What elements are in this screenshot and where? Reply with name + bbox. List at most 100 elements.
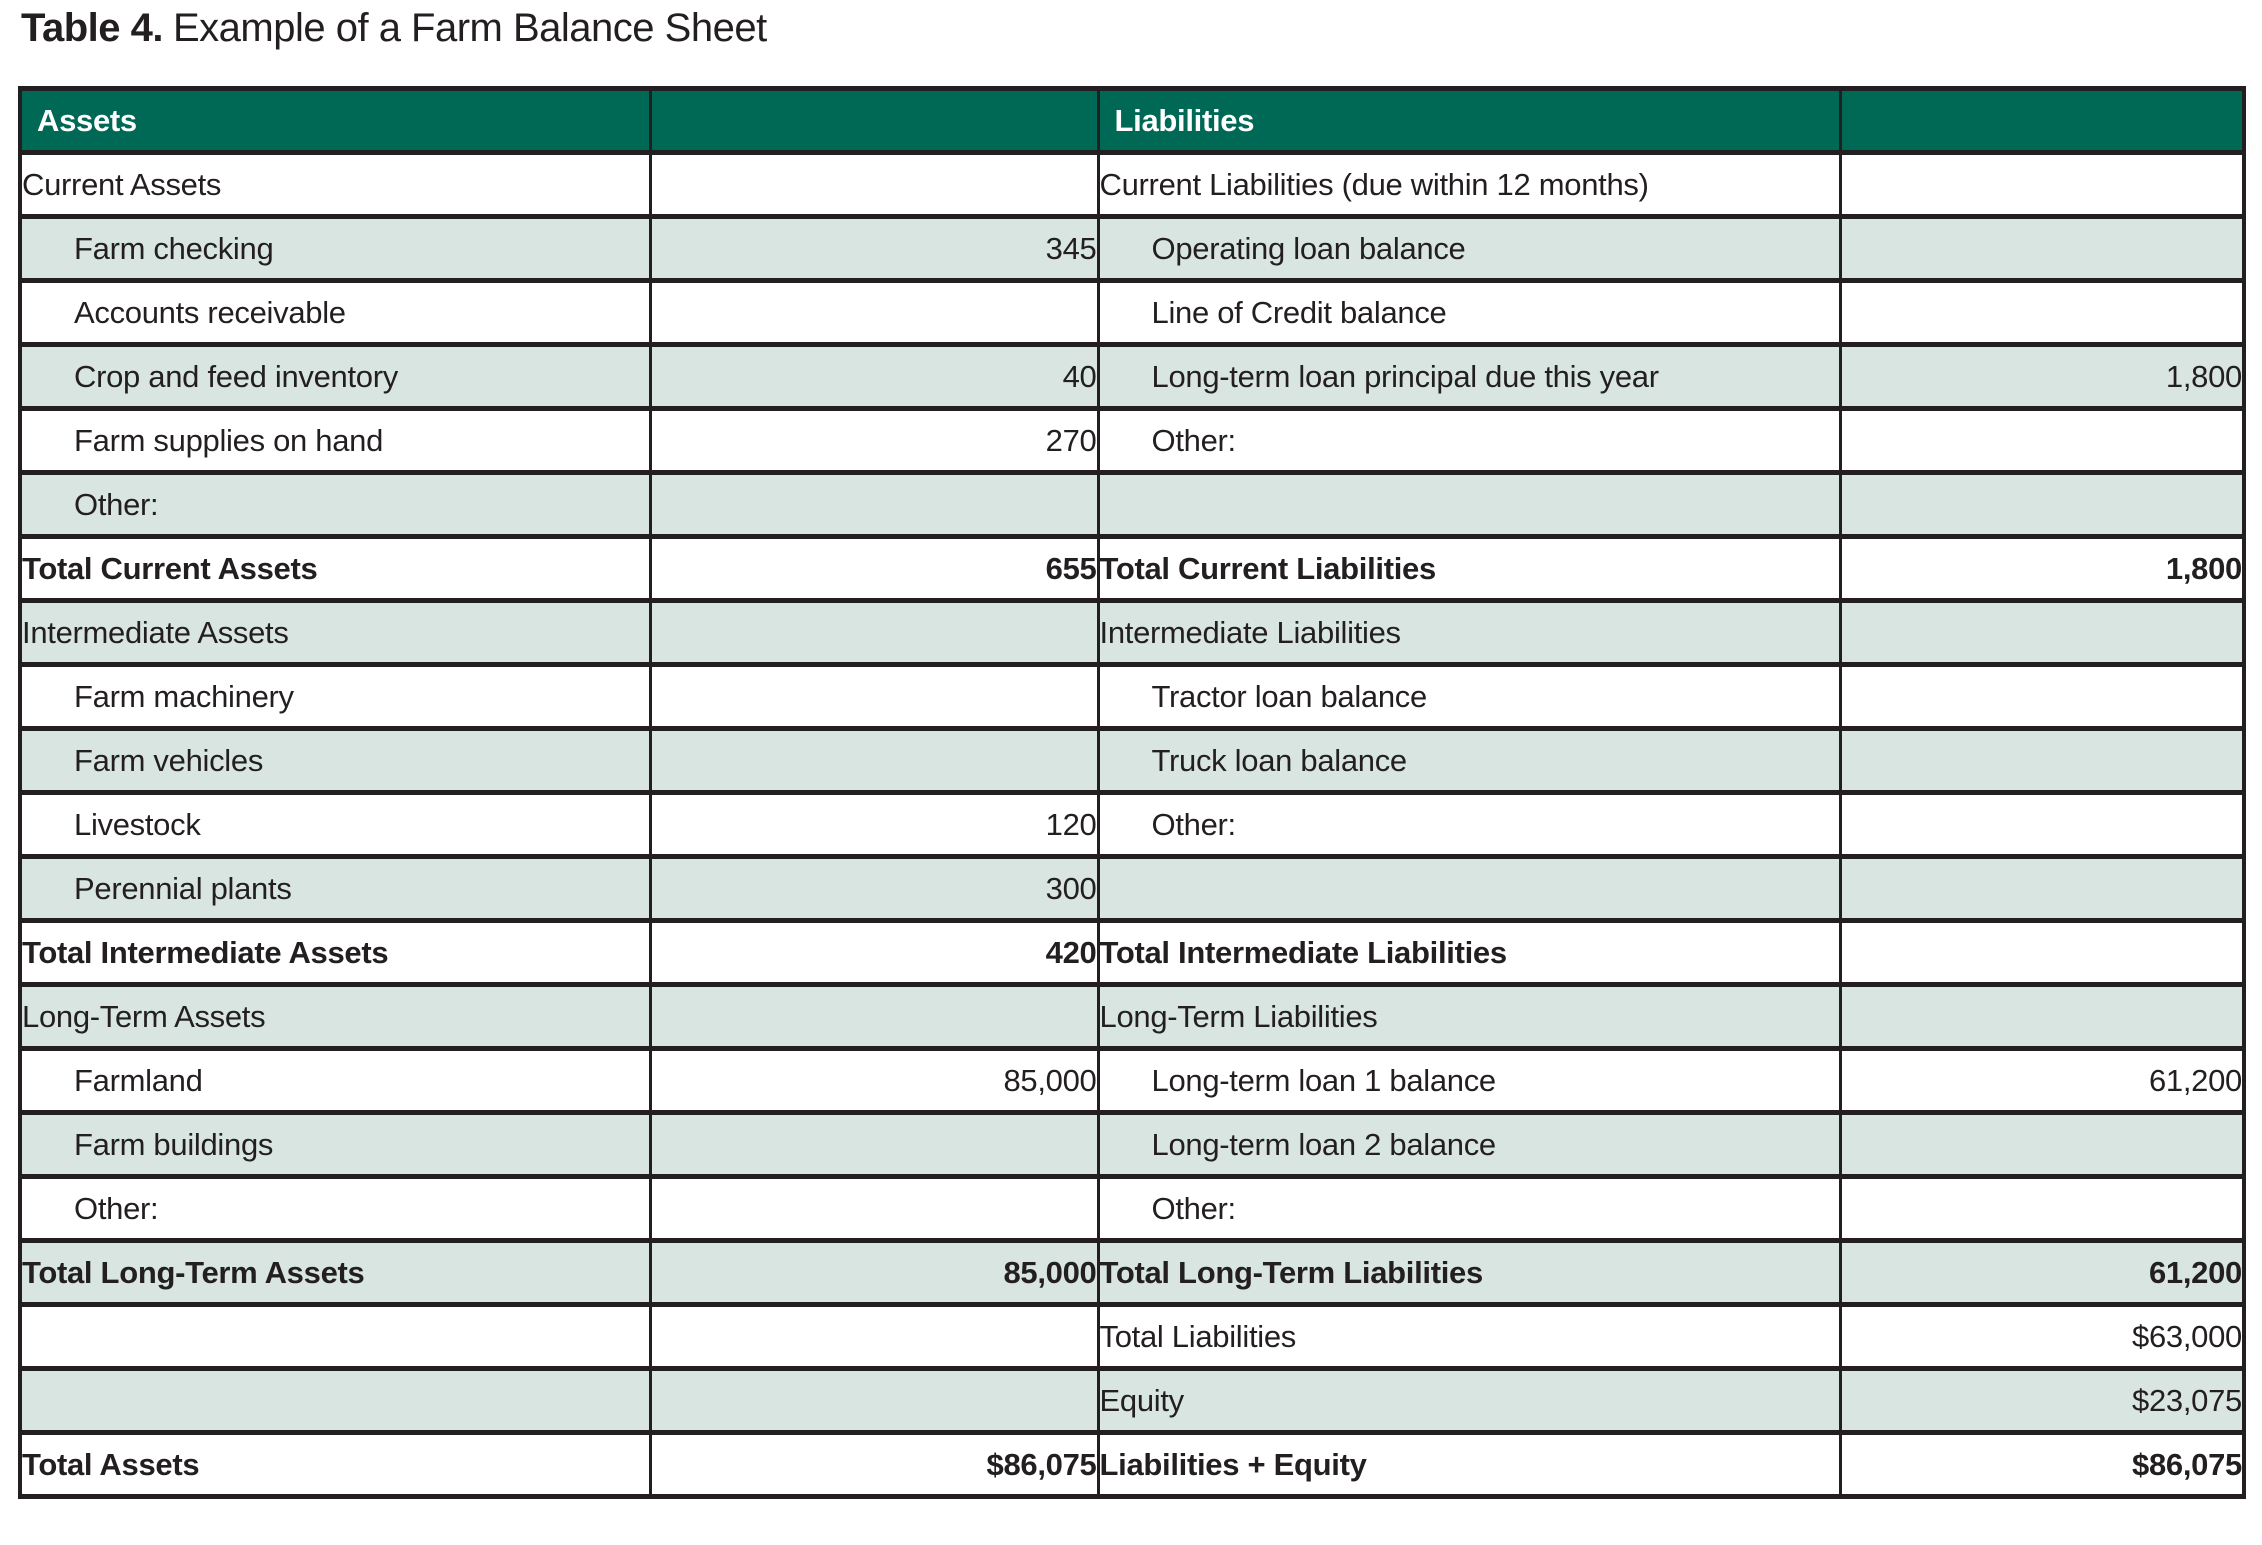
table-row: Total Current Assets 655 Total Current Lia…	[18, 534, 2246, 603]
liability-value-cell	[1838, 470, 2246, 539]
asset-label-cell: Other:	[18, 470, 652, 539]
asset-value-cell: 40	[648, 342, 1100, 411]
liability-label-cell	[1096, 854, 1842, 923]
asset-value-cell: $86,075	[648, 1430, 1100, 1499]
liability-value-cell	[1838, 662, 2246, 731]
liability-value-cell	[1838, 726, 2246, 795]
table-row: Accounts receivable Line of Credit balanc…	[18, 278, 2246, 347]
liability-value-cell	[1838, 1174, 2246, 1243]
asset-value-cell	[648, 1366, 1100, 1435]
table-row: Farm buildings Long-term loan 2 balance	[18, 1110, 2246, 1179]
table-caption-title: Example of a Farm Balance Sheet	[172, 6, 767, 50]
table-row: Farm checking 345 Operating loan balance	[18, 214, 2246, 283]
liability-value-cell	[1838, 982, 2246, 1051]
liability-value-cell: $86,075	[1838, 1430, 2246, 1499]
asset-value-cell	[648, 598, 1100, 667]
table-row: Long-Term Assets Long-Term Liabilities	[18, 982, 2246, 1051]
liability-value-cell	[1838, 918, 2246, 987]
liability-value-cell	[1838, 598, 2246, 667]
asset-value-cell	[648, 150, 1100, 219]
asset-value-cell: 85,000	[648, 1046, 1100, 1115]
table-row: Intermediate Assets Intermediate Liabilit…	[18, 598, 2246, 667]
liability-label-cell: Long-term loan 1 balance	[1096, 1046, 1842, 1115]
liability-label-cell: Truck loan balance	[1096, 726, 1842, 795]
table-row: Other:	[18, 470, 2246, 539]
liability-value-cell	[1838, 150, 2246, 219]
table-caption: Table 4. Example of a Farm Balance Sheet	[21, 6, 767, 51]
asset-value-cell	[648, 982, 1100, 1051]
asset-label-cell: Current Assets	[18, 150, 652, 219]
table-row: Farm vehicles Truck loan balance	[18, 726, 2246, 795]
liability-label-cell: Total Current Liabilities	[1096, 534, 1842, 603]
table-row: Farmland 85,000 Long-term loan 1 balance 61…	[18, 1046, 2246, 1115]
liability-value-cell: $63,000	[1838, 1302, 2246, 1371]
asset-label-cell: Crop and feed inventory	[18, 342, 652, 411]
asset-label-cell: Farm checking	[18, 214, 652, 283]
liability-value-cell	[1838, 406, 2246, 475]
table-body: Current Assets Current Liabilities (due w…	[18, 150, 2246, 1499]
liability-label-cell: Long-Term Liabilities	[1096, 982, 1842, 1051]
liability-label-cell: Other:	[1096, 406, 1842, 475]
liability-value-cell	[1838, 790, 2246, 859]
liability-label-cell: Equity	[1096, 1366, 1842, 1435]
asset-label-cell: Total Intermediate Assets	[18, 918, 652, 987]
liability-value-cell: 61,200	[1838, 1046, 2246, 1115]
liability-value-cell: 61,200	[1838, 1238, 2246, 1307]
liability-label-cell: Intermediate Liabilities	[1096, 598, 1842, 667]
liability-value-cell	[1838, 278, 2246, 347]
liability-label-cell: Total Intermediate Liabilities	[1096, 918, 1842, 987]
asset-label-cell: Farm supplies on hand	[18, 406, 652, 475]
table-row: Livestock 120 Other:	[18, 790, 2246, 859]
header-row: Assets Liabilities	[18, 86, 2246, 155]
asset-label-cell: Total Long-Term Assets	[18, 1238, 652, 1307]
liability-label-cell: Long-term loan principal due this year	[1096, 342, 1842, 411]
table-caption-number: Table 4.	[21, 6, 163, 50]
asset-label-cell: Livestock	[18, 790, 652, 859]
asset-value-cell	[648, 1302, 1100, 1371]
liability-label-cell	[1096, 470, 1842, 539]
asset-value-cell	[648, 662, 1100, 731]
table-row: Current Assets Current Liabilities (due w…	[18, 150, 2246, 219]
liability-label-cell: Current Liabilities (due within 12 month…	[1096, 150, 1842, 219]
asset-label-cell: Total Assets	[18, 1430, 652, 1499]
table-row: Crop and feed inventory 40 Long-term loan …	[18, 342, 2246, 411]
asset-label-cell: Perennial plants	[18, 854, 652, 923]
asset-label-cell	[18, 1302, 652, 1371]
assets-value-column-header	[648, 86, 1100, 155]
liability-label-cell: Line of Credit balance	[1096, 278, 1842, 347]
table-row: Farm machinery Tractor loan balance	[18, 662, 2246, 731]
liability-label-cell: Operating loan balance	[1096, 214, 1842, 283]
liability-value-cell	[1838, 1110, 2246, 1179]
asset-value-cell	[648, 470, 1100, 539]
liability-label-cell: Other:	[1096, 790, 1842, 859]
asset-value-cell: 270	[648, 406, 1100, 475]
asset-label-cell: Long-Term Assets	[18, 982, 652, 1051]
asset-value-cell: 345	[648, 214, 1100, 283]
asset-value-cell: 300	[648, 854, 1100, 923]
liability-label-cell: Total Long-Term Liabilities	[1096, 1238, 1842, 1307]
asset-value-cell	[648, 278, 1100, 347]
asset-label-cell	[18, 1366, 652, 1435]
asset-label-cell: Farmland	[18, 1046, 652, 1115]
liability-label-cell: Liabilities + Equity	[1096, 1430, 1842, 1499]
asset-value-cell	[648, 726, 1100, 795]
asset-label-cell: Farm buildings	[18, 1110, 652, 1179]
table-row: Total Assets $86,075 Liabilities + Equity $…	[18, 1430, 2246, 1499]
asset-value-cell: 420	[648, 918, 1100, 987]
liability-label-cell: Long-term loan 2 balance	[1096, 1110, 1842, 1179]
asset-label-cell: Total Current Assets	[18, 534, 652, 603]
liability-value-cell: 1,800	[1838, 534, 2246, 603]
liability-value-cell: 1,800	[1838, 342, 2246, 411]
liability-value-cell	[1838, 214, 2246, 283]
asset-label-cell: Farm vehicles	[18, 726, 652, 795]
asset-value-cell: 655	[648, 534, 1100, 603]
liability-value-cell: $23,075	[1838, 1366, 2246, 1435]
farm-balance-sheet-table: Assets Liabilities Current Assets Current…	[18, 86, 2246, 1499]
liabilities-column-header: Liabilities	[1096, 86, 1842, 155]
liability-label-cell: Other:	[1096, 1174, 1842, 1243]
asset-value-cell	[648, 1174, 1100, 1243]
asset-value-cell: 85,000	[648, 1238, 1100, 1307]
table-row: Perennial plants 300	[18, 854, 2246, 923]
asset-label-cell: Intermediate Assets	[18, 598, 652, 667]
